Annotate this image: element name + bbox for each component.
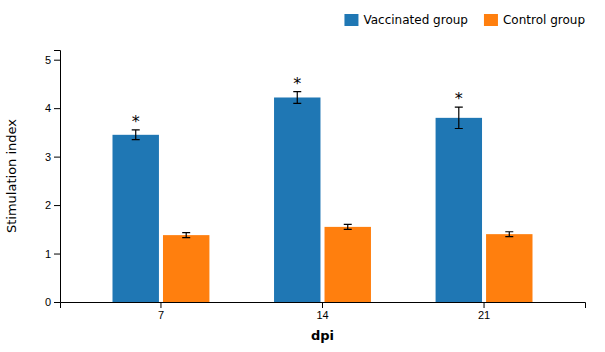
tick-mark <box>484 302 485 308</box>
legend: Vaccinated group Control group <box>344 13 585 27</box>
tick: 2 <box>45 199 60 211</box>
tick-mark <box>160 302 161 308</box>
tick-mark <box>54 108 60 109</box>
error-bars <box>182 224 513 237</box>
legend-swatch <box>344 14 358 26</box>
error-bar <box>293 92 301 104</box>
tick-label: 4 <box>45 102 51 114</box>
tick-label: 14 <box>316 309 328 321</box>
error-bar <box>455 107 463 128</box>
y-axis: 0 1 2 3 4 5 <box>45 51 61 309</box>
tick: 7 <box>158 302 164 321</box>
axis-line <box>61 303 586 309</box>
x-axis: 7 14 21 <box>61 302 586 321</box>
error-bar <box>344 224 352 229</box>
plot: 0 1 2 3 4 5 7 14 21 * * * <box>45 51 586 321</box>
tick-label: 21 <box>478 309 490 321</box>
tick: 1 <box>45 248 60 260</box>
annotation: * <box>293 74 301 93</box>
error-bar <box>132 130 140 140</box>
tick: 14 <box>316 302 328 321</box>
x-axis-title: dpi <box>311 328 334 343</box>
tick-label: 2 <box>45 199 51 211</box>
annotation: * <box>455 89 463 108</box>
tick-mark <box>54 60 60 61</box>
error-bars <box>132 92 463 140</box>
axis-line <box>54 51 61 303</box>
tick-label: 5 <box>45 54 51 66</box>
legend-label: Control group <box>503 13 585 27</box>
tick-mark <box>54 302 60 303</box>
legend-swatch <box>484 14 498 26</box>
tick-mark <box>54 157 60 158</box>
y-axis-title: Stimulation index <box>4 119 19 233</box>
bar-series <box>113 97 483 302</box>
bar <box>325 227 371 302</box>
error-bar <box>505 232 513 237</box>
tick-label: 1 <box>45 248 51 260</box>
bar-series <box>163 227 533 302</box>
tick: 21 <box>478 302 490 321</box>
error-bar <box>182 233 190 238</box>
legend-item: Vaccinated group <box>344 13 468 27</box>
tick-mark <box>54 254 60 255</box>
annotations: * * * <box>132 74 463 131</box>
tick-mark <box>322 302 323 308</box>
legend-item: Control group <box>484 13 585 27</box>
bar <box>113 135 159 302</box>
tick: 4 <box>45 102 60 114</box>
annotation: * <box>132 112 140 131</box>
bar <box>163 235 209 302</box>
tick-mark <box>54 205 60 206</box>
marks <box>113 92 533 302</box>
tick-label: 3 <box>45 151 51 163</box>
bar <box>486 234 532 302</box>
bar <box>436 118 482 302</box>
bar <box>274 97 320 302</box>
tick: 5 <box>45 54 60 66</box>
legend-label: Vaccinated group <box>363 13 468 27</box>
tick-label: 7 <box>158 309 164 321</box>
tick: 3 <box>45 151 60 163</box>
tick-label: 0 <box>45 296 51 308</box>
chart: 0 1 2 3 4 5 7 14 21 * * * dpi Stimulation index Vaccin… <box>0 0 605 352</box>
tick: 0 <box>45 296 60 308</box>
